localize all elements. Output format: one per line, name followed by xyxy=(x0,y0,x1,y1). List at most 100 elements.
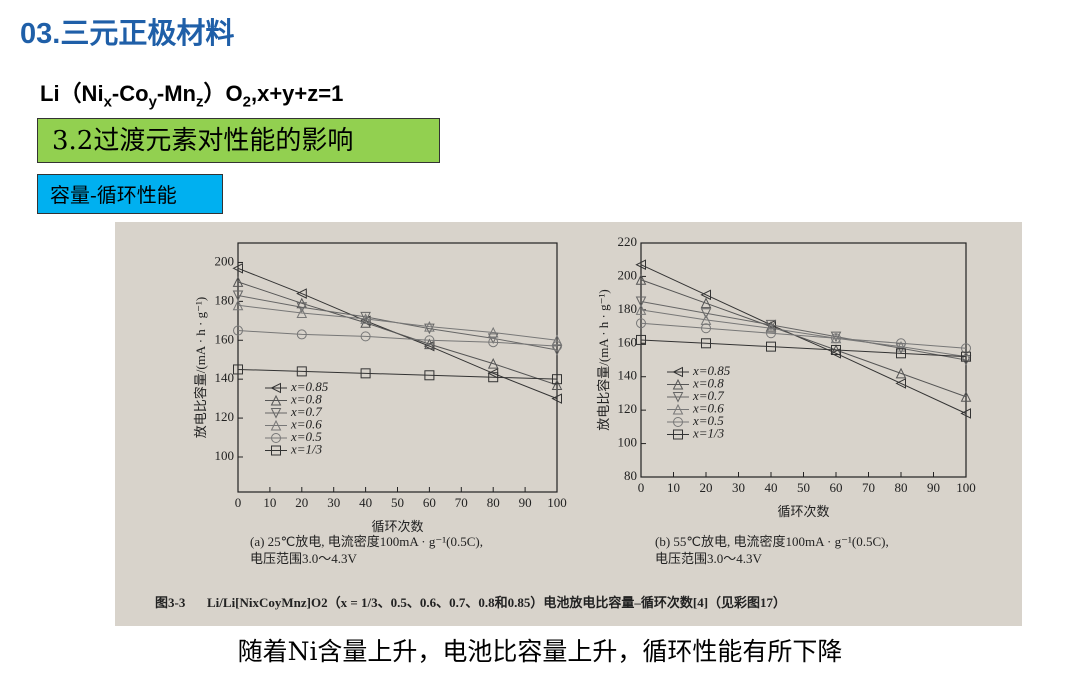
data-point xyxy=(766,341,776,352)
y-tick-label: 100 xyxy=(618,435,638,450)
data-point xyxy=(831,344,841,355)
data-point xyxy=(636,334,646,345)
legend-marker xyxy=(270,419,282,431)
legend-marker xyxy=(672,378,684,390)
y-tick-label: 100 xyxy=(215,448,235,463)
legend-marker xyxy=(672,403,684,415)
data-point xyxy=(296,329,307,340)
y-tick-label: 140 xyxy=(215,370,235,385)
legend-marker xyxy=(673,429,683,440)
legend-label: x=0.7 xyxy=(290,404,322,419)
series-line xyxy=(640,279,967,398)
y-tick-label: 180 xyxy=(618,301,638,316)
data-point xyxy=(551,379,563,391)
subsection-box: 容量-循环性能 xyxy=(37,174,223,214)
data-point xyxy=(296,307,308,319)
data-point xyxy=(960,408,971,419)
sub-caption: (b) 55℃放电, 电流密度100mA · g⁻¹(0.5C), xyxy=(655,534,889,549)
formula-part: -Mn xyxy=(156,81,196,106)
slide-title: 03.三元正极材料 xyxy=(20,18,235,50)
legend-label: x=0.5 xyxy=(692,413,724,428)
data-point xyxy=(895,378,906,389)
y-axis-label: 放电比容量/(mA · h · g⁻¹) xyxy=(193,297,208,438)
conclusion: 随着Ni含量上升，电池比容量上升，循环性能有所下降 xyxy=(237,637,843,666)
data-point xyxy=(896,348,906,359)
x-tick-label: 10 xyxy=(263,495,276,510)
data-point xyxy=(232,299,244,311)
data-point xyxy=(233,364,243,375)
series-line xyxy=(237,281,558,386)
data-point xyxy=(360,368,371,379)
series-line xyxy=(237,304,558,341)
legend-marker xyxy=(270,394,282,406)
data-point xyxy=(701,323,711,334)
data-point xyxy=(961,351,971,362)
x-tick-label: 100 xyxy=(547,495,567,510)
data-point xyxy=(636,318,646,329)
legend-label: x=0.85 xyxy=(692,363,731,378)
formula-part: z xyxy=(196,93,204,111)
x-tick-label: 90 xyxy=(927,480,940,495)
data-point xyxy=(424,323,435,335)
data-point xyxy=(551,334,563,346)
legend-label: x=1/3 xyxy=(692,425,725,440)
figure-background xyxy=(115,222,1022,626)
y-tick-label: 180 xyxy=(215,292,235,307)
y-tick-label: 160 xyxy=(215,331,235,346)
x-tick-label: 70 xyxy=(862,480,875,495)
data-point xyxy=(552,341,562,352)
x-tick-label: 80 xyxy=(487,495,500,510)
x-tick-label: 10 xyxy=(667,480,680,495)
formula-part: ）O xyxy=(203,81,243,106)
x-tick-label: 0 xyxy=(235,495,242,510)
series-line xyxy=(237,368,558,380)
legend-label: x=1/3 xyxy=(290,441,323,456)
data-point xyxy=(552,374,562,385)
series-line xyxy=(640,339,967,358)
data-point xyxy=(360,313,371,324)
legend-label: x=0.85 xyxy=(290,379,329,394)
data-point xyxy=(551,393,562,404)
y-tick-label: 120 xyxy=(215,409,235,424)
data-point xyxy=(233,325,243,336)
data-point xyxy=(635,259,646,271)
series-line xyxy=(640,301,967,361)
data-point xyxy=(360,331,371,342)
data-point xyxy=(488,372,499,383)
data-point xyxy=(961,343,971,354)
x-tick-label: 70 xyxy=(455,495,468,510)
legend-label: x=0.5 xyxy=(290,429,322,444)
y-axis-label: 放电比容量/(mA · h · g⁻¹) xyxy=(596,289,611,430)
y-tick-label: 120 xyxy=(618,401,638,416)
sub-caption: 电压范围3.0～4.3V xyxy=(655,551,763,566)
data-point xyxy=(830,331,842,343)
figure-number: 图3-3 xyxy=(155,595,186,610)
x-tick-label: 20 xyxy=(700,480,713,495)
legend-label: x=0.8 xyxy=(692,375,724,390)
data-point xyxy=(765,320,777,332)
x-tick-label: 30 xyxy=(327,495,340,510)
data-point xyxy=(635,274,647,285)
figure-caption: Li/Li[NixCoyMnz]O2（x = 1/3、0.5、0.6、0.7、0… xyxy=(207,595,786,610)
legend-label: x=0.8 xyxy=(290,391,322,406)
data-point xyxy=(896,338,906,349)
legend-marker xyxy=(270,382,281,394)
data-point xyxy=(232,290,244,302)
data-point xyxy=(895,341,907,352)
series-line xyxy=(640,264,967,414)
x-axis-label: 循环次数 xyxy=(777,504,829,519)
series-line xyxy=(237,330,558,347)
data-point xyxy=(635,304,647,315)
data-point xyxy=(424,335,435,346)
x-tick-label: 60 xyxy=(423,495,436,510)
formula: Li（Nix-Coy-Mnz）O2,x+y+z=1 xyxy=(40,76,343,110)
legend-marker xyxy=(672,392,684,403)
legend-label: x=0.6 xyxy=(692,400,724,415)
data-point xyxy=(895,367,907,379)
data-point xyxy=(360,311,371,323)
y-tick-label: 140 xyxy=(618,368,638,383)
data-point xyxy=(960,355,972,366)
legend-marker xyxy=(271,433,281,443)
data-point xyxy=(296,288,307,299)
formula-part: x xyxy=(103,93,112,111)
